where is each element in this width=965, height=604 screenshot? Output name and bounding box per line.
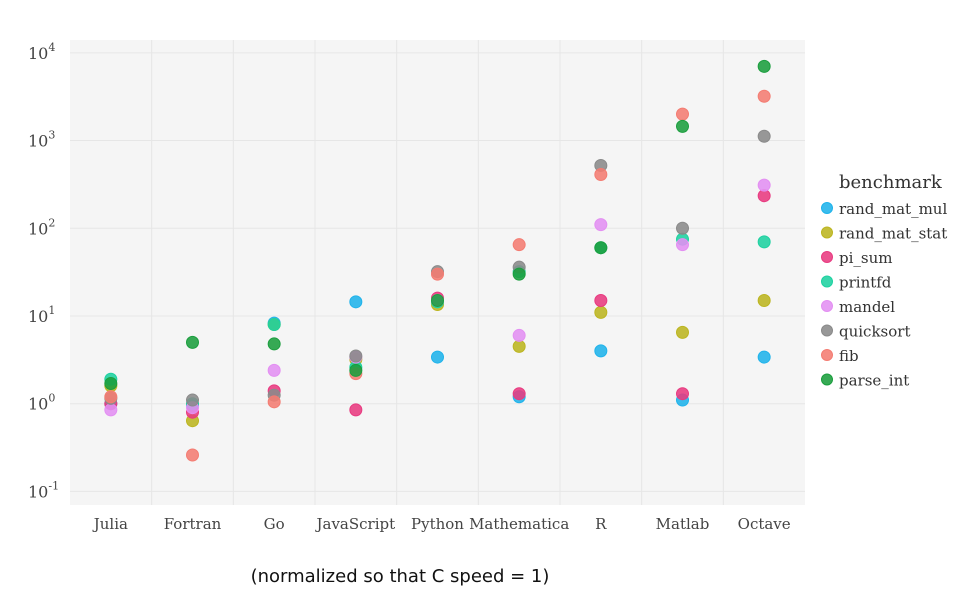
point-rand-mat-mul	[431, 350, 444, 364]
point-fib	[104, 390, 118, 404]
chart-caption: (normalized so that C speed = 1)	[250, 566, 550, 587]
point-mandel	[512, 328, 526, 342]
x-tick-label: Mathematica	[469, 515, 569, 533]
legend-marker	[821, 226, 833, 239]
point-fib	[512, 238, 526, 252]
point-fib	[267, 395, 281, 409]
point-pi-sum	[676, 387, 689, 401]
y-tick-label: 104	[28, 41, 55, 63]
point-rand-mat-mul	[594, 344, 608, 358]
y-tick-label: 102	[28, 216, 55, 238]
point-rand-mat-mul	[757, 350, 771, 364]
point-parse-int	[757, 59, 771, 73]
legend: benchmark rand_mat_mul rand_mat_stat pi_sum…	[821, 172, 947, 390]
point-quicksort	[186, 393, 199, 407]
legend-label: fib	[839, 347, 859, 365]
point-mandel	[104, 403, 118, 417]
point-parse-int	[676, 119, 689, 133]
point-parse-int	[267, 337, 281, 351]
legend-marker	[821, 373, 833, 386]
point-mandel	[594, 218, 608, 232]
y-tick-label: 10-1	[28, 479, 59, 501]
point-parse-int	[186, 335, 199, 349]
x-tick-label: JavaScript	[315, 515, 396, 533]
point-printfd	[757, 235, 771, 249]
point-fib	[676, 107, 689, 121]
legend-label: printfd	[839, 274, 892, 292]
y-tick-label: 101	[28, 304, 55, 326]
data-points	[104, 59, 771, 462]
legend-marker	[821, 202, 833, 214]
legend-label: pi_sum	[839, 249, 892, 267]
point-pi-sum	[512, 387, 526, 401]
y-tick-label: 100	[28, 392, 55, 414]
legend-label: rand_mat_stat	[839, 225, 947, 243]
point-mandel	[757, 178, 771, 192]
x-tick-label: Julia	[92, 515, 128, 533]
point-rand-mat-stat	[676, 325, 689, 339]
x-tick-label: Python	[411, 515, 464, 533]
x-tick-label: R	[595, 515, 607, 533]
legend-marker	[821, 251, 833, 263]
x-tick-label: Fortran	[164, 515, 222, 533]
point-pi-sum	[349, 403, 363, 417]
point-mandel	[676, 238, 689, 252]
point-printfd	[267, 317, 281, 331]
point-rand-mat-stat	[594, 305, 608, 319]
x-tick-label: Matlab	[656, 515, 710, 533]
point-parse-int	[512, 267, 526, 281]
point-pi-sum	[594, 294, 608, 308]
point-rand-mat-mul	[349, 295, 363, 309]
x-tick-label: Octave	[738, 515, 791, 533]
point-quicksort	[757, 129, 771, 143]
legend-marker	[821, 275, 833, 288]
point-fib	[431, 267, 444, 281]
point-parse-int	[431, 294, 444, 308]
y-tick-label: 103	[28, 129, 55, 151]
legend-label: mandel	[839, 298, 895, 316]
point-fib	[186, 448, 199, 462]
legend-marker	[821, 324, 833, 337]
legend-marker	[821, 300, 833, 312]
point-fib	[594, 168, 608, 182]
legend-marker	[821, 349, 833, 361]
y-axis: 10-1 100 101 102 103 104	[28, 41, 59, 502]
point-quicksort	[349, 349, 363, 363]
point-rand-mat-stat	[757, 294, 771, 308]
point-quicksort	[676, 221, 689, 235]
point-parse-int	[594, 241, 608, 255]
point-parse-int	[104, 376, 118, 390]
legend-label: rand_mat_mul	[839, 200, 947, 218]
point-parse-int	[349, 363, 363, 377]
point-mandel	[267, 363, 281, 377]
x-axis: Julia Fortran Go JavaScript Python Mathematic…	[92, 515, 791, 533]
x-tick-label: Go	[264, 515, 285, 533]
point-fib	[757, 89, 771, 103]
legend-title: benchmark	[839, 172, 943, 193]
legend-label: quicksort	[839, 323, 910, 341]
legend-label: parse_int	[839, 372, 909, 390]
point-rand-mat-stat	[512, 339, 526, 353]
grid	[70, 40, 805, 505]
